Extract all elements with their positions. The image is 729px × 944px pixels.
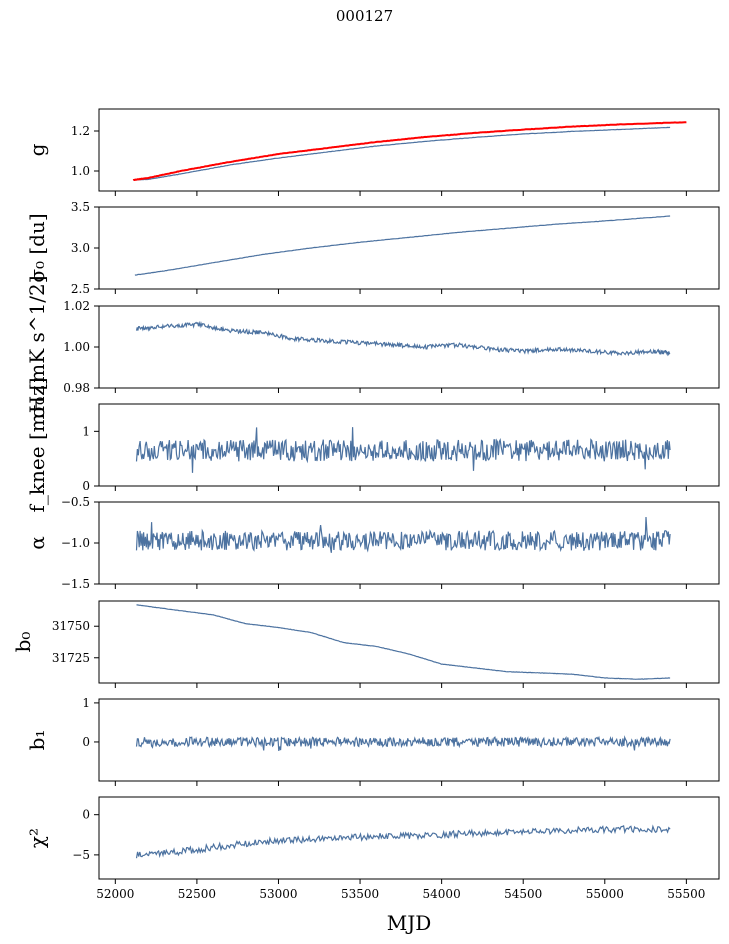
- y-tick-label: 1.0: [71, 164, 90, 178]
- y-tick-label: 31750: [52, 619, 90, 633]
- series-line-1: [135, 824, 671, 859]
- y-tick-label: 1.02: [63, 299, 90, 313]
- y-tick-label: 0: [82, 735, 90, 749]
- x-tick-label: 54500: [504, 887, 542, 901]
- y-tick-label: 1.2: [71, 124, 90, 138]
- x-tick-label: 52000: [96, 887, 134, 901]
- y-tick-label: 1.00: [63, 340, 90, 354]
- y-tick-label: 1: [82, 424, 90, 438]
- y-tick-label: 1: [82, 696, 90, 710]
- series-line-1: [135, 427, 671, 473]
- x-tick-label: 52500: [178, 887, 216, 901]
- panel-7: 0 1 b₁: [25, 696, 720, 786]
- x-axis-label: MJD: [387, 911, 432, 935]
- series-line-1: [135, 516, 671, 553]
- y-axis-label: σ₀ [mK s^1/2]: [25, 275, 49, 418]
- series-line-2: [132, 121, 687, 182]
- series-line-1: [134, 215, 671, 276]
- y-tick-label: 0: [82, 808, 90, 822]
- y-tick-label: 2.5: [71, 282, 90, 296]
- y-axis-label: α: [25, 536, 49, 550]
- series-line-1: [135, 320, 671, 357]
- y-tick-label: 0: [82, 479, 90, 493]
- y-axis-label: g: [25, 143, 49, 156]
- series-line-1: [133, 126, 671, 181]
- y-axis-label: b₀: [11, 632, 35, 653]
- y-axis-label: f_knee [mHz]: [25, 378, 49, 513]
- panel-6: 31725 31750 b₀: [11, 600, 720, 688]
- panel-3: 0.98 1.00 1.02 σ₀ [mK s^1/2]: [25, 275, 720, 419]
- axes-frame: [98, 600, 720, 684]
- y-tick-label: 31725: [52, 651, 90, 665]
- figure-title: 000127: [335, 7, 394, 25]
- panel-2: 2.5 3.0 3.5 σ₀ [du]: [25, 200, 720, 296]
- series-line-1: [136, 604, 671, 680]
- x-tick-label: 53000: [259, 887, 297, 901]
- y-tick-label: −1.0: [61, 536, 90, 550]
- axes-frame: [98, 305, 720, 389]
- panel-1: 1.0 1.2 g: [25, 108, 720, 196]
- y-tick-label: 0.98: [63, 381, 90, 395]
- panel-5: −1.5 −1.0 −0.5 α: [25, 495, 720, 591]
- y-tick-label: 3.0: [71, 241, 90, 255]
- y-tick-label: 3.5: [71, 200, 90, 214]
- x-tick-label: 54000: [423, 887, 461, 901]
- axes-frame: [98, 403, 720, 487]
- y-tick-label: −5: [72, 848, 90, 862]
- panel-8: −5 0 52000 52500 53000 53500 54000 54500 55000 55…: [25, 796, 720, 901]
- panel-4: 0 1 f_knee [mHz]: [25, 378, 720, 513]
- x-tick-label: 55000: [586, 887, 624, 901]
- y-axis-label: σ₀ [du]: [25, 213, 49, 282]
- axes-frame: [98, 796, 720, 880]
- y-tick-label: −0.5: [61, 495, 90, 509]
- y-axis-label: χ²: [25, 828, 49, 848]
- y-axis-label: b₁: [25, 730, 49, 751]
- y-tick-label: −1.5: [61, 577, 90, 591]
- axes-frame: [98, 698, 720, 782]
- axes-frame: [98, 108, 720, 192]
- x-tick-label: 53500: [341, 887, 379, 901]
- series-line-1: [135, 735, 671, 752]
- x-tick-label: 55500: [667, 887, 705, 901]
